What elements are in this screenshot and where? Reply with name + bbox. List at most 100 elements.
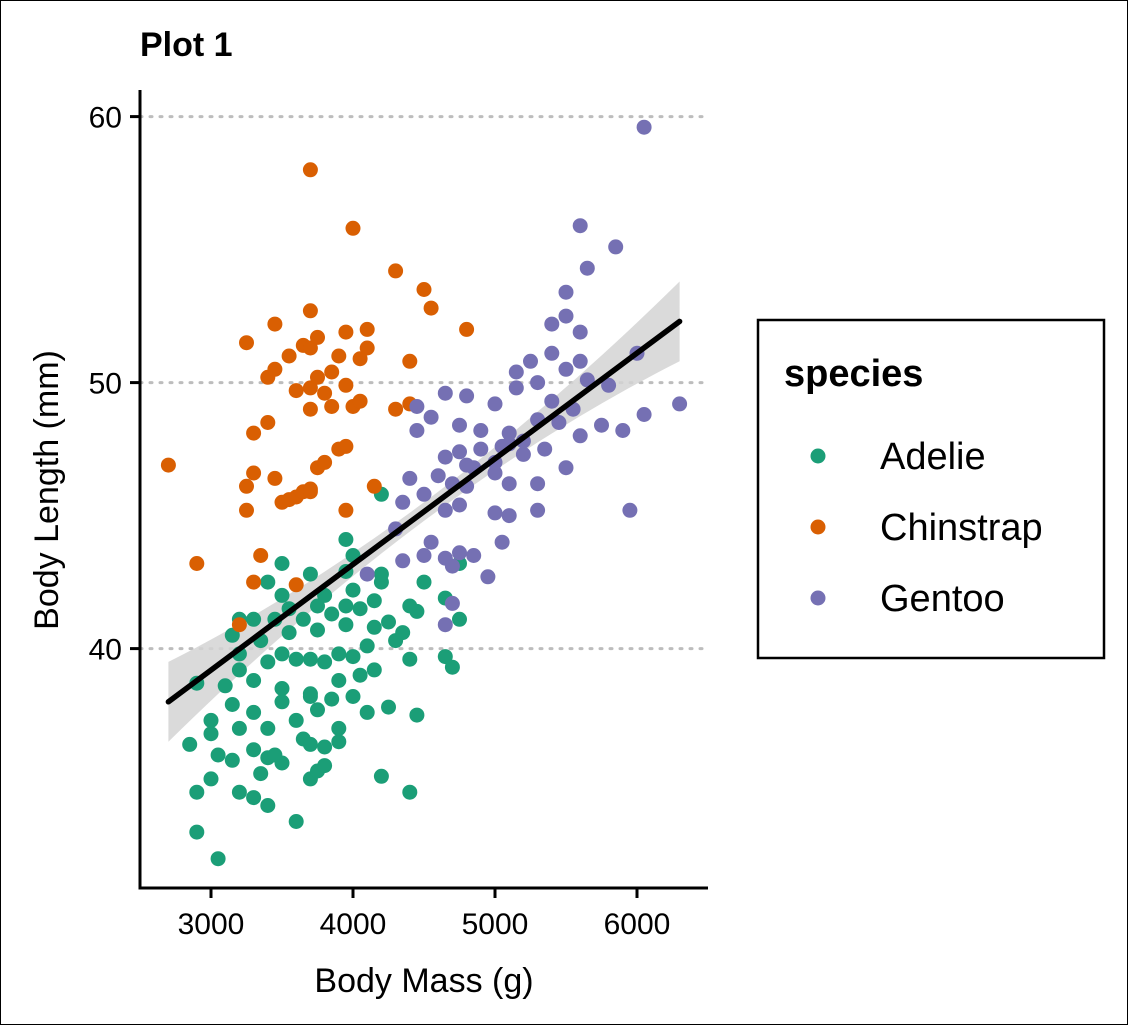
data-point-adelie [366, 593, 382, 609]
data-point-gentoo [523, 353, 538, 369]
data-point-adelie [331, 734, 347, 750]
data-point-gentoo [402, 470, 418, 486]
legend-label-adelie: Adelie [880, 436, 986, 478]
data-point-chinstrap [239, 478, 254, 494]
data-point-chinstrap [302, 340, 318, 356]
data-point-gentoo [452, 417, 467, 433]
data-point-adelie [274, 681, 290, 696]
data-point-gentoo [459, 388, 475, 404]
data-point-gentoo [395, 553, 411, 569]
data-point-adelie [338, 532, 354, 547]
data-point-gentoo [423, 534, 439, 550]
data-point-chinstrap [239, 335, 254, 351]
data-point-chinstrap [267, 470, 283, 486]
data-point-gentoo [430, 468, 446, 484]
data-point-gentoo [444, 558, 460, 574]
data-point-adelie [402, 598, 418, 614]
data-point-chinstrap [331, 348, 347, 364]
data-point-adelie [310, 598, 325, 614]
legend: species Adelie Chinstrap Gentoo [756, 318, 1106, 660]
data-point-gentoo [480, 569, 496, 585]
data-point-adelie [352, 667, 368, 683]
data-point-adelie [345, 649, 361, 665]
data-point-adelie [402, 651, 418, 667]
data-point-chinstrap [402, 353, 418, 369]
data-point-adelie [260, 574, 276, 590]
data-point-chinstrap [338, 324, 354, 340]
data-point-gentoo [558, 284, 574, 300]
data-point-adelie [366, 619, 382, 635]
data-point-gentoo [558, 308, 574, 324]
data-point-gentoo [622, 502, 638, 518]
data-point-gentoo [473, 423, 489, 438]
data-point-adelie [331, 646, 347, 662]
data-point-adelie [402, 784, 418, 800]
data-point-adelie [224, 697, 240, 712]
data-point-gentoo [672, 396, 688, 412]
data-point-adelie [217, 678, 233, 694]
data-point-gentoo [530, 476, 546, 492]
series-gentoo [359, 119, 688, 633]
data-point-adelie [288, 651, 304, 667]
data-point-chinstrap [281, 492, 297, 508]
data-point-gentoo [608, 239, 624, 255]
data-point-adelie [260, 720, 276, 736]
data-point-adelie [302, 686, 318, 702]
data-point-gentoo [579, 260, 595, 276]
data-point-chinstrap [310, 329, 325, 345]
data-point-chinstrap [160, 457, 176, 473]
data-point-chinstrap [267, 316, 283, 332]
data-point-adelie [317, 654, 333, 670]
data-point-adelie [345, 689, 361, 704]
data-point-chinstrap [189, 556, 205, 571]
data-point-chinstrap [302, 484, 318, 500]
data-point-adelie [203, 712, 219, 728]
data-point-adelie [203, 771, 219, 787]
data-point-adelie [281, 625, 297, 641]
data-point-adelie [373, 566, 389, 582]
data-point-chinstrap [366, 478, 382, 494]
data-point-gentoo [515, 446, 531, 462]
data-point-chinstrap [246, 425, 262, 441]
data-point-adelie [274, 556, 290, 571]
data-point-gentoo [544, 316, 560, 332]
trend-line [165, 318, 683, 705]
y-tick-label-40: 40 [89, 634, 122, 667]
data-point-gentoo [416, 486, 432, 502]
data-point-adelie [331, 720, 347, 736]
data-point-adelie [189, 824, 205, 840]
data-point-chinstrap [359, 321, 375, 337]
data-point-chinstrap [267, 361, 283, 377]
data-point-chinstrap [317, 454, 333, 470]
data-point-gentoo [636, 119, 652, 135]
series-chinstrap [160, 162, 475, 633]
data-point-chinstrap [302, 162, 318, 178]
data-point-gentoo [530, 502, 546, 518]
data-point-chinstrap [260, 415, 276, 430]
x-tick-label-4000: 4000 [320, 908, 387, 941]
data-point-adelie [253, 766, 269, 782]
x-tick-label-6000: 6000 [604, 908, 671, 941]
data-point-adelie [288, 712, 304, 728]
data-point-gentoo [444, 595, 460, 611]
data-point-adelie [359, 704, 375, 720]
data-point-gentoo [437, 502, 453, 518]
x-tick-label-5000: 5000 [462, 908, 529, 941]
data-point-gentoo [494, 534, 510, 550]
data-point-gentoo [487, 505, 503, 521]
data-point-adelie [345, 582, 361, 598]
data-point-gentoo [437, 617, 453, 633]
data-point-adelie [189, 784, 205, 800]
data-point-adelie [338, 617, 354, 633]
data-point-adelie [452, 611, 467, 627]
data-point-adelie [288, 814, 304, 829]
data-point-gentoo [579, 372, 595, 388]
data-point-gentoo [409, 399, 425, 414]
data-point-chinstrap [288, 383, 304, 399]
data-point-chinstrap [281, 348, 297, 364]
data-point-adelie [324, 606, 340, 622]
data-point-gentoo [572, 353, 588, 369]
data-point-chinstrap [352, 351, 368, 367]
data-point-gentoo [558, 460, 574, 476]
data-point-gentoo [508, 364, 524, 380]
